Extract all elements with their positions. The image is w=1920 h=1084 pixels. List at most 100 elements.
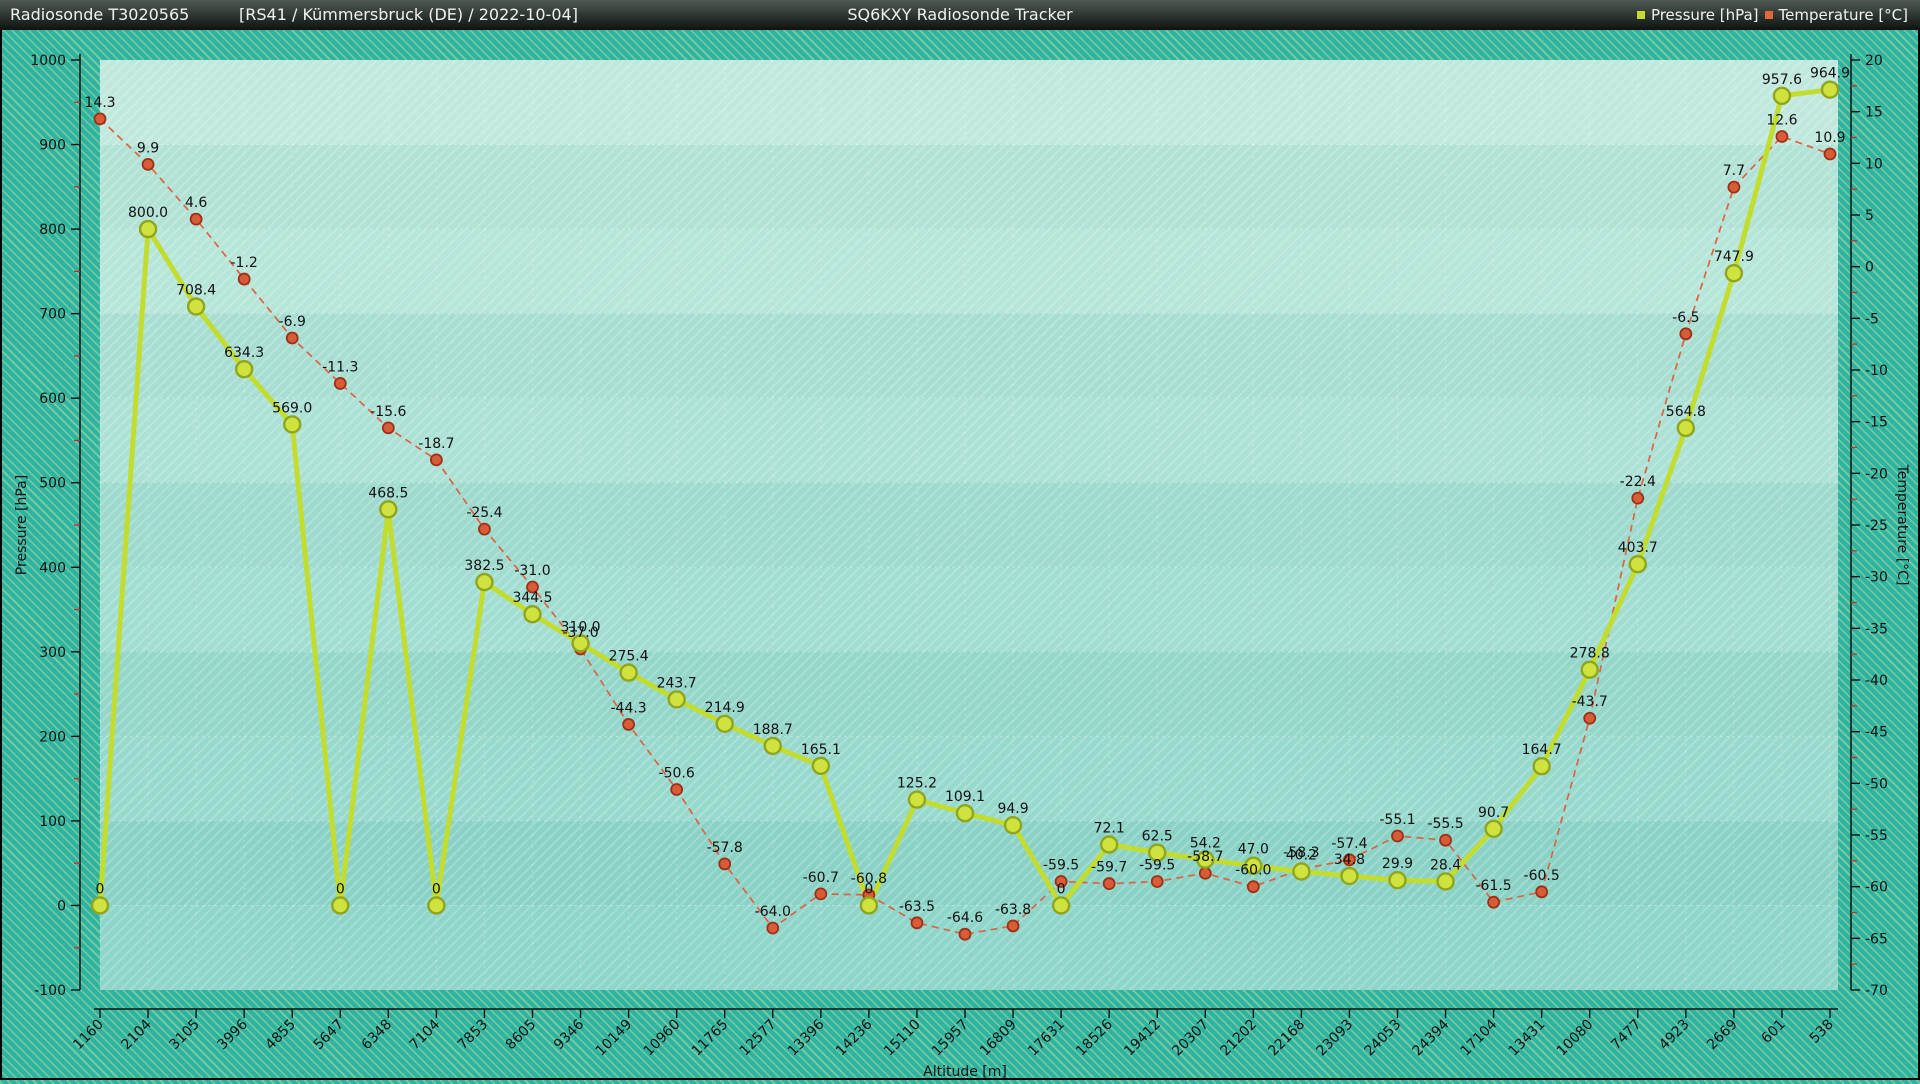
temperature-point — [958, 927, 972, 941]
temperature-value-label: -59.5 — [1139, 858, 1175, 874]
temperature-value-label: -60.5 — [1524, 868, 1560, 884]
x-tick-label: 7477 — [1608, 1017, 1645, 1054]
pressure-value-label: 214.9 — [705, 700, 745, 716]
temperature-point — [1054, 875, 1068, 888]
pressure-point — [1580, 660, 1599, 679]
pressure-value-label: 468.5 — [368, 485, 408, 501]
y-right-tick-label: -50 — [1865, 776, 1888, 792]
y-left-tick-label: 200 — [39, 729, 66, 745]
temperature-point — [237, 272, 251, 286]
x-tick-label: 22168 — [1265, 1017, 1308, 1060]
pressure-value-label: 62.5 — [1142, 829, 1173, 845]
pressure-value-label: 188.7 — [753, 722, 793, 738]
temperature-value-label: -58.7 — [1187, 849, 1223, 865]
pressure-value-label: 0 — [864, 881, 873, 897]
y-right-tick-label: -45 — [1865, 725, 1888, 741]
pressure-value-label: 403.7 — [1618, 540, 1658, 556]
pressure-point — [715, 714, 734, 733]
temperature-value-label: -43.7 — [1572, 694, 1608, 710]
pressure-point — [138, 219, 158, 239]
pressure-value-label: 47.0 — [1238, 842, 1269, 858]
temperature-point — [814, 887, 828, 901]
y-right-tick-label: 15 — [1865, 105, 1883, 121]
temperature-point — [381, 421, 395, 435]
pressure-point — [763, 736, 782, 756]
temperature-point — [1727, 180, 1741, 194]
temperature-value-label: -37.0 — [562, 625, 598, 641]
temperature-point — [1343, 853, 1356, 867]
y-right-tick-label: -35 — [1865, 621, 1888, 637]
pressure-value-label: 0 — [1057, 881, 1066, 897]
temperature-point — [333, 377, 347, 390]
y-right-tick-label: -40 — [1865, 673, 1888, 689]
y-right-tick-label: -60 — [1865, 880, 1888, 896]
pressure-value-label: 72.1 — [1094, 820, 1125, 836]
pressure-value-label: 165.1 — [801, 742, 841, 758]
pressure-value-label: 0 — [336, 881, 345, 897]
x-tick-label: 7104 — [407, 1016, 444, 1053]
x-axis-title: Altitude [m] — [923, 1064, 1007, 1080]
temperature-point — [1535, 885, 1549, 899]
pressure-point — [571, 634, 590, 653]
x-tick-label: 3105 — [166, 1017, 203, 1054]
x-tick-label: 3996 — [214, 1016, 251, 1053]
pressure-value-label: 957.6 — [1762, 72, 1802, 88]
pressure-legend-label: Pressure [hPa] — [1650, 6, 1759, 24]
pressure-markers — [90, 80, 1840, 915]
pressure-point — [859, 896, 879, 915]
y-left-tick-label: -100 — [34, 983, 66, 999]
pressure-point — [1051, 896, 1071, 915]
pressure-value-labels: 0 800.0 708.4 634.3 569.0 0 468.5 0 382.5 344.5 31… — [96, 66, 1851, 898]
pressure-point — [379, 500, 398, 519]
temperature-point — [1583, 711, 1597, 725]
temperature-point — [766, 921, 780, 935]
pressure-point — [1292, 862, 1311, 881]
temperature-value-label: 4.6 — [185, 195, 207, 211]
y-left-tick-label: 700 — [39, 307, 66, 323]
x-tick-label: 20307 — [1169, 1017, 1212, 1060]
y-right-tick-label: -15 — [1865, 415, 1888, 431]
x-tick-label: 1160 — [70, 1017, 107, 1054]
pressure-value-label: 94.9 — [997, 801, 1028, 817]
pressure-point — [427, 896, 446, 915]
pressure-value-label: 278.8 — [1570, 646, 1610, 662]
y-right-axis-title: Temperature [°C] — [1894, 464, 1910, 586]
app-title: SQ6KXY Radiosonde Tracker — [847, 5, 1073, 24]
temperature-legend-swatch — [1764, 11, 1773, 19]
x-tick-label: 24053 — [1362, 1017, 1405, 1060]
temperature-value-label: 10.9 — [1814, 130, 1845, 146]
temperature-point — [718, 857, 732, 871]
temperature-value-label: -1.2 — [231, 255, 258, 271]
pressure-point — [1628, 554, 1647, 574]
x-tick-label: 8605 — [503, 1017, 540, 1054]
x-tick-label: 4855 — [263, 1017, 300, 1054]
y-left-tick-label: 1000 — [30, 53, 66, 69]
temperature-point — [93, 112, 107, 126]
y-left-tick-label: 300 — [39, 645, 66, 661]
temperature-value-label: 12.6 — [1766, 112, 1797, 128]
y-right-tick-label: -10 — [1865, 363, 1888, 379]
y-left-tick-label: 600 — [39, 391, 66, 407]
temperature-value-label: 9.9 — [137, 140, 159, 156]
temperature-point — [285, 331, 299, 345]
temperature-value-label: -50.6 — [659, 766, 695, 782]
x-tick-label: 11765 — [689, 1017, 732, 1060]
y-left-tick-label: 900 — [39, 138, 66, 154]
y-right-tick-label: 10 — [1865, 156, 1883, 172]
temperature-value-label: -59.7 — [1091, 860, 1127, 876]
y-left-tick-label: 800 — [39, 222, 66, 238]
temperature-point — [1631, 491, 1645, 505]
temperature-value-label: 7.7 — [1723, 163, 1745, 179]
temperature-value-label: -64.0 — [755, 904, 791, 920]
y-right-tick-label: -20 — [1865, 466, 1888, 482]
x-tick-label: 14236 — [833, 1016, 876, 1059]
pressure-point — [1484, 819, 1503, 838]
pressure-value-label: 243.7 — [657, 675, 697, 691]
y-right-tick-label: -55 — [1865, 828, 1888, 844]
temperature-point — [526, 580, 539, 594]
temperature-markers — [93, 112, 1837, 941]
temperature-value-label: -58.3 — [1283, 845, 1319, 861]
pressure-value-label: 164.7 — [1522, 742, 1562, 758]
